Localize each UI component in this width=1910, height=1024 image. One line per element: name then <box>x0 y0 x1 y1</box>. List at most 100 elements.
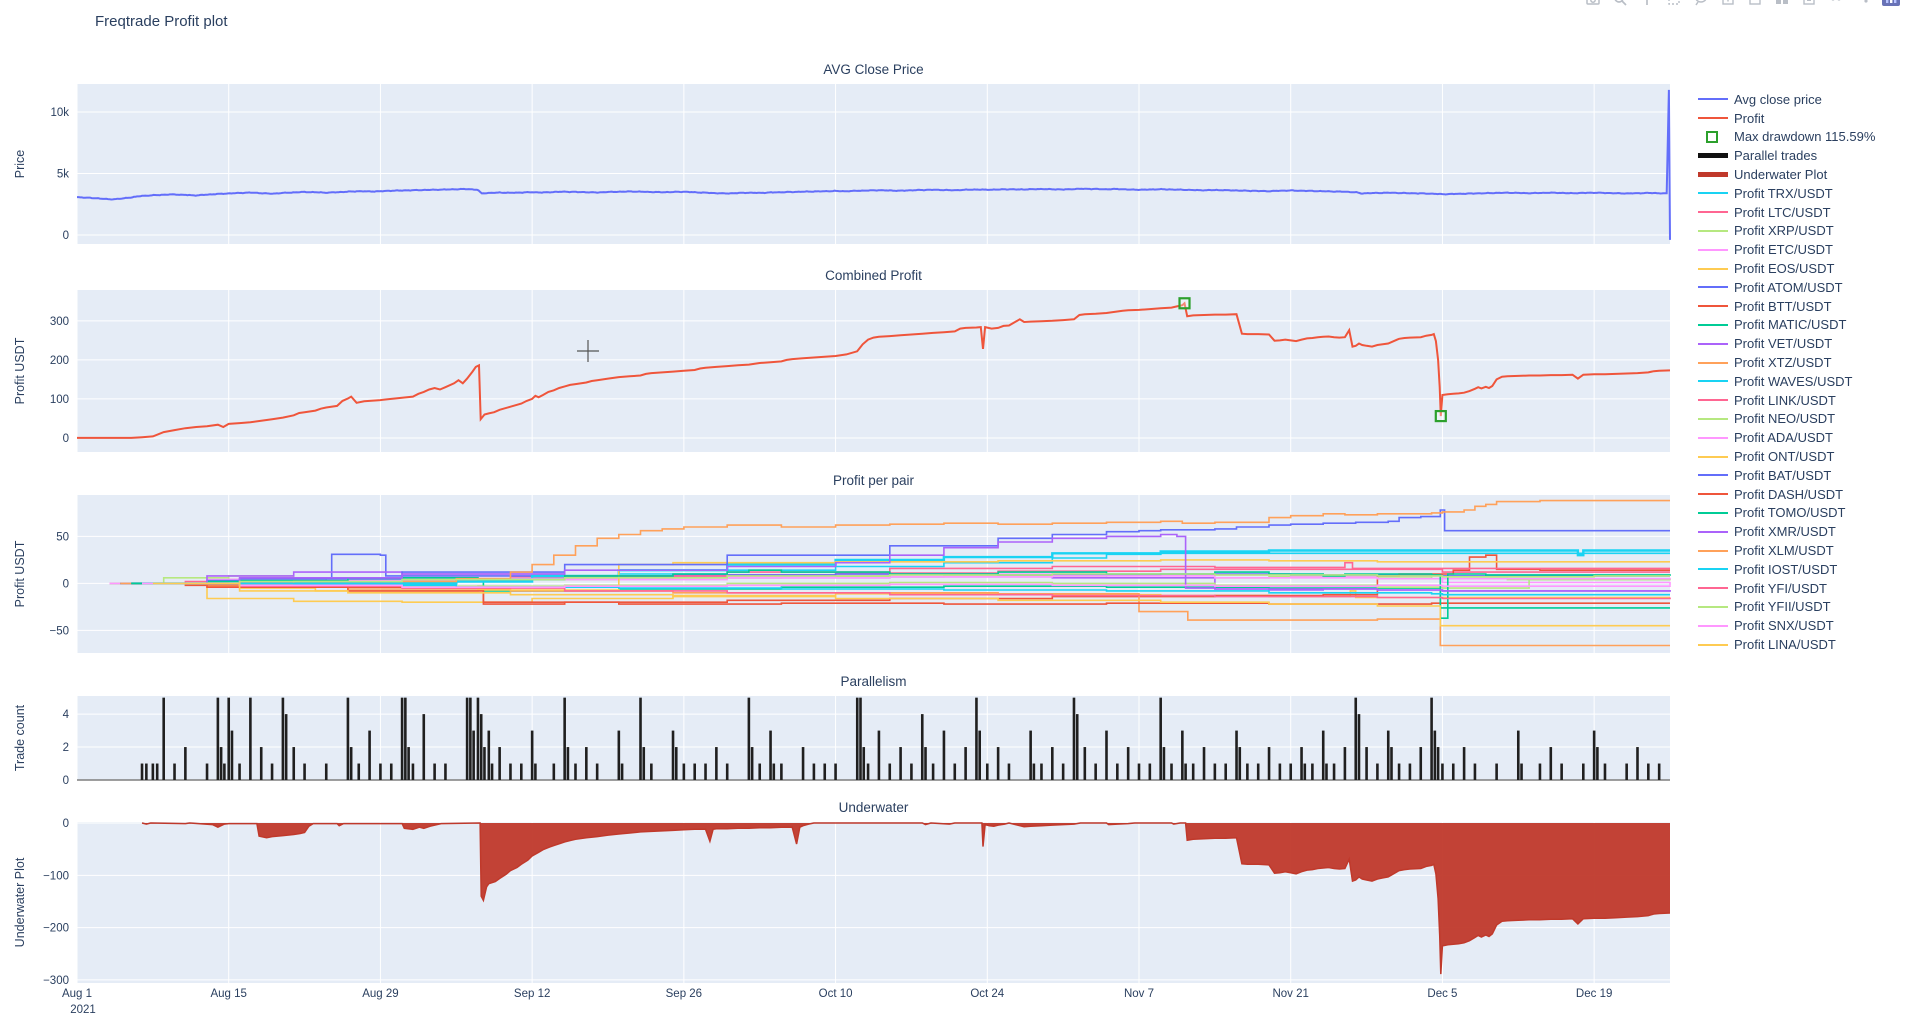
subplot-title-underwater: Underwater <box>839 800 909 815</box>
autoscale-icon[interactable] <box>1774 0 1790 7</box>
legend-entry-profit-etc-usdt[interactable]: Profit ETC/USDT <box>1698 240 1875 259</box>
y-axis-title-combined_profit: Profit USDT <box>13 337 27 404</box>
trade-count-bar <box>476 697 480 780</box>
legend-entry-profit-ada-usdt[interactable]: Profit ADA/USDT <box>1698 428 1875 447</box>
trade-count-bar <box>780 763 783 780</box>
trade-count-bar <box>1202 747 1206 780</box>
legend-entry-profit-xtz-usdt[interactable]: Profit XTZ/USDT <box>1698 353 1875 372</box>
trade-count-bar <box>1321 730 1325 780</box>
trade-count-bar <box>1397 763 1401 780</box>
trade-count-bar <box>953 763 957 780</box>
trade-count-bar <box>834 763 837 780</box>
hover-closest-icon[interactable] <box>1828 0 1844 7</box>
trade-count-bar <box>552 763 556 780</box>
legend-entry-profit-tomo-usdt[interactable]: Profit TOMO/USDT <box>1698 504 1875 523</box>
lasso-select-icon[interactable] <box>1693 0 1709 7</box>
legend-entry-underwater-plot[interactable]: Underwater Plot <box>1698 165 1875 184</box>
camera-icon[interactable] <box>1585 0 1601 7</box>
legend-entry-profit-lina-usdt[interactable]: Profit LINA/USDT <box>1698 635 1875 654</box>
panel-profit_per_pair[interactable]: −50 0 50 Profit per pair Profit USDT <box>13 473 1671 653</box>
legend-entry-profit-link-usdt[interactable]: Profit LINK/USDT <box>1698 391 1875 410</box>
y-tick-label: −50 <box>49 625 69 637</box>
legend-entry-profit-bat-usdt[interactable]: Profit BAT/USDT <box>1698 466 1875 485</box>
panel-combined_profit[interactable]: 0 100 200 300 Combined Profit Profit USDT <box>13 268 1671 452</box>
legend-line-icon <box>1698 361 1728 364</box>
panel-parallelism[interactable]: 0 2 4 Parallelism Trade count <box>13 674 1670 787</box>
panel-avg_close_price[interactable]: 0 5k 10k AVG Close Price Price <box>13 62 1671 244</box>
zoom-icon[interactable] <box>1612 0 1628 7</box>
legend-entry-profit-neo-usdt[interactable]: Profit NEO/USDT <box>1698 410 1875 429</box>
legend-entry-max-drawdown-115-59-[interactable]: Max drawdown 115.59% <box>1698 128 1875 147</box>
legend-entry-profit-xmr-usdt[interactable]: Profit XMR/USDT <box>1698 522 1875 541</box>
trade-count-bar <box>259 747 263 780</box>
plot-area-avg_close_price[interactable] <box>77 84 1670 244</box>
legend-entry-profit-ont-usdt[interactable]: Profit ONT/USDT <box>1698 447 1875 466</box>
plot-area-combined_profit[interactable] <box>77 290 1670 452</box>
legend-entry-profit-yfii-usdt[interactable]: Profit YFII/USDT <box>1698 598 1875 617</box>
legend-entry-profit-dash-usdt[interactable]: Profit DASH/USDT <box>1698 485 1875 504</box>
x-tick-label: Nov 21 <box>1272 988 1308 1000</box>
legend-entry-profit-ltc-usdt[interactable]: Profit LTC/USDT <box>1698 203 1875 222</box>
trade-count-bar <box>1357 714 1361 780</box>
legend-entry-avg-close-price[interactable]: Avg close price <box>1698 90 1875 109</box>
trade-count-bar <box>1408 763 1412 780</box>
trade-count-bar <box>1495 763 1498 780</box>
legend-line-icon <box>1698 172 1728 178</box>
trade-count-bar <box>151 763 155 780</box>
trade-count-bar <box>910 763 913 780</box>
legend-line-icon <box>1698 493 1728 496</box>
legend-entry-profit-eos-usdt[interactable]: Profit EOS/USDT <box>1698 259 1875 278</box>
legend-entry-profit-matic-usdt[interactable]: Profit MATIC/USDT <box>1698 316 1875 335</box>
trade-count-bar <box>184 747 187 780</box>
series-profit <box>77 301 1671 439</box>
legend-entry-profit[interactable]: Profit <box>1698 109 1875 128</box>
trade-count-bar <box>1170 763 1173 780</box>
zoom-out-icon[interactable] <box>1747 0 1763 7</box>
reset-axes-icon[interactable] <box>1801 0 1817 7</box>
legend-entry-profit-trx-usdt[interactable]: Profit TRX/USDT <box>1698 184 1875 203</box>
y-tick-label: 0 <box>63 433 69 445</box>
plotly-logo[interactable] <box>1882 0 1900 7</box>
legend-entry-profit-snx-usdt[interactable]: Profit SNX/USDT <box>1698 616 1875 635</box>
pan-icon[interactable] <box>1639 0 1655 7</box>
legend-label: Max drawdown 115.59% <box>1734 129 1876 145</box>
series-profit-xmr-usdt <box>142 533 1671 592</box>
legend-label: Profit TOMO/USDT <box>1734 505 1846 521</box>
legend-entry-parallel-trades[interactable]: Parallel trades <box>1698 146 1875 165</box>
legend-entry-profit-vet-usdt[interactable]: Profit VET/USDT <box>1698 334 1875 353</box>
legend-entry-profit-btt-usdt[interactable]: Profit BTT/USDT <box>1698 297 1875 316</box>
trade-count-bar <box>1083 747 1087 780</box>
legend-entry-profit-xlm-usdt[interactable]: Profit XLM/USDT <box>1698 541 1875 560</box>
zoom-in-icon[interactable] <box>1720 0 1736 7</box>
trade-count-bar <box>1148 763 1152 780</box>
legend-line-icon <box>1698 530 1728 533</box>
trade-count-bar <box>920 714 924 780</box>
legend-label: Avg close price <box>1734 91 1822 107</box>
legend-entry-profit-yfi-usdt[interactable]: Profit YFI/USDT <box>1698 579 1875 598</box>
legend-entry-profit-iost-usdt[interactable]: Profit IOST/USDT <box>1698 560 1875 579</box>
legend-entry-profit-xrp-usdt[interactable]: Profit XRP/USDT <box>1698 222 1875 241</box>
legend-line-icon <box>1698 192 1728 195</box>
legend-entry-profit-waves-usdt[interactable]: Profit WAVES/USDT <box>1698 372 1875 391</box>
y-tick-label: 4 <box>63 709 70 721</box>
plot-area-parallelism[interactable] <box>77 696 1670 780</box>
box-select-icon[interactable] <box>1666 0 1682 7</box>
trade-count-bar <box>859 697 862 780</box>
trade-count-bar <box>509 763 512 780</box>
trade-count-bar <box>219 747 223 780</box>
panel-underwater[interactable]: 0 −100 −200 −300 Underwater Underwater Plot <box>13 800 1671 987</box>
trade-count-bar <box>1256 763 1260 780</box>
series-profit-yfii-usdt <box>142 573 1670 585</box>
legend-entry-profit-atom-usdt[interactable]: Profit ATOM/USDT <box>1698 278 1875 297</box>
trade-count-bar <box>563 697 566 780</box>
trade-count-bar <box>1181 730 1184 780</box>
trade-count-bar <box>978 730 981 780</box>
trade-count-bar <box>639 697 642 780</box>
legend-line-icon <box>1698 399 1728 402</box>
hover-compare-icon[interactable] <box>1855 0 1871 7</box>
trade-count-bar <box>1433 730 1437 780</box>
trade-count-bar <box>1657 763 1661 780</box>
y-tick-label: 0 <box>63 578 69 590</box>
trade-count-bar <box>801 747 805 780</box>
